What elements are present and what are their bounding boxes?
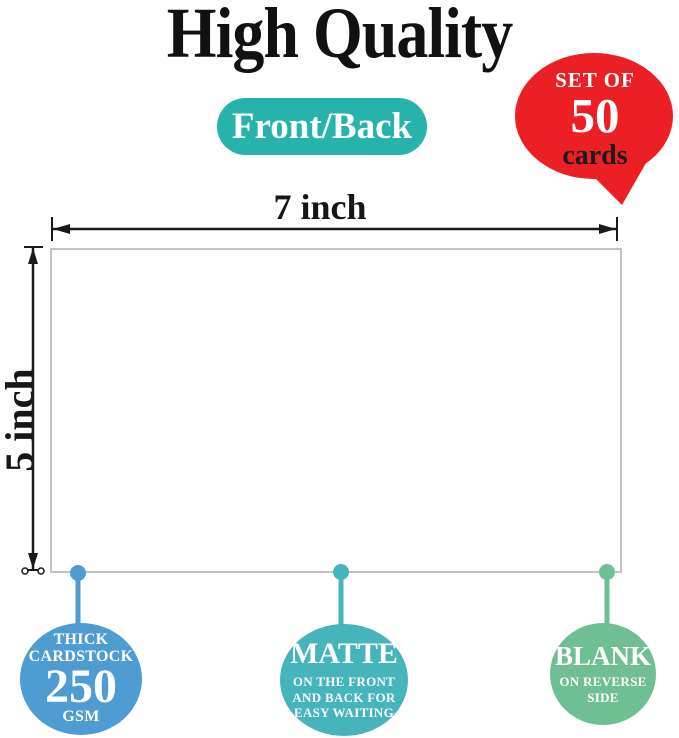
blank-line2: SIDE	[587, 689, 619, 705]
feature-circle-blank: BLANK ON REVERSE SIDE	[550, 623, 656, 725]
height-dimension-arrow	[21, 246, 45, 575]
feature-circle-matte: MATTE ON THE FRONT AND BACK FOR EASY WAI…	[280, 624, 408, 736]
connector-blank	[599, 564, 615, 628]
blank-title: BLANK	[554, 640, 652, 671]
cardstock-line2: CARDSTOCK	[28, 647, 134, 665]
cardstock-weight: 250	[45, 660, 117, 714]
matte-line2: AND BACK FOR	[292, 689, 396, 705]
blank-line1: ON REVERSE	[559, 673, 647, 689]
matte-line3: EASY WAITING	[293, 705, 395, 721]
set-cards-label: cards	[562, 139, 628, 171]
matte-line1: ON THE FRONT	[292, 674, 396, 690]
page-title: High Quality	[166, 0, 513, 73]
width-dimension-arrow	[51, 217, 618, 241]
connector-dot-blue	[70, 565, 86, 581]
connector-dot-teal	[333, 564, 349, 580]
balloon-body	[515, 53, 673, 179]
tick-end-ornament-left	[21, 567, 29, 575]
front-back-badge-label: Front/Back	[231, 106, 413, 147]
connector-dot-green	[599, 564, 615, 580]
tick-end-ornament-right	[37, 567, 45, 575]
matte-title: MATTE	[290, 637, 398, 671]
set-of-50-balloon	[515, 53, 673, 205]
set-count: 50	[570, 88, 620, 143]
connector-cardstock	[70, 565, 86, 630]
cardstock-line1: THICK	[53, 630, 109, 648]
set-of-50-badge: SET OF 50 cards	[505, 70, 679, 170]
connector-matte	[333, 564, 349, 632]
front-back-badge: Front/Back	[217, 98, 427, 155]
set-of-label: SET OF	[555, 68, 635, 92]
width-dimension-label: 7 inch	[273, 187, 367, 227]
cardstock-unit: GSM	[62, 708, 100, 726]
feature-circle-cardstock: THICK CARDSTOCK 250 GSM	[20, 623, 142, 735]
